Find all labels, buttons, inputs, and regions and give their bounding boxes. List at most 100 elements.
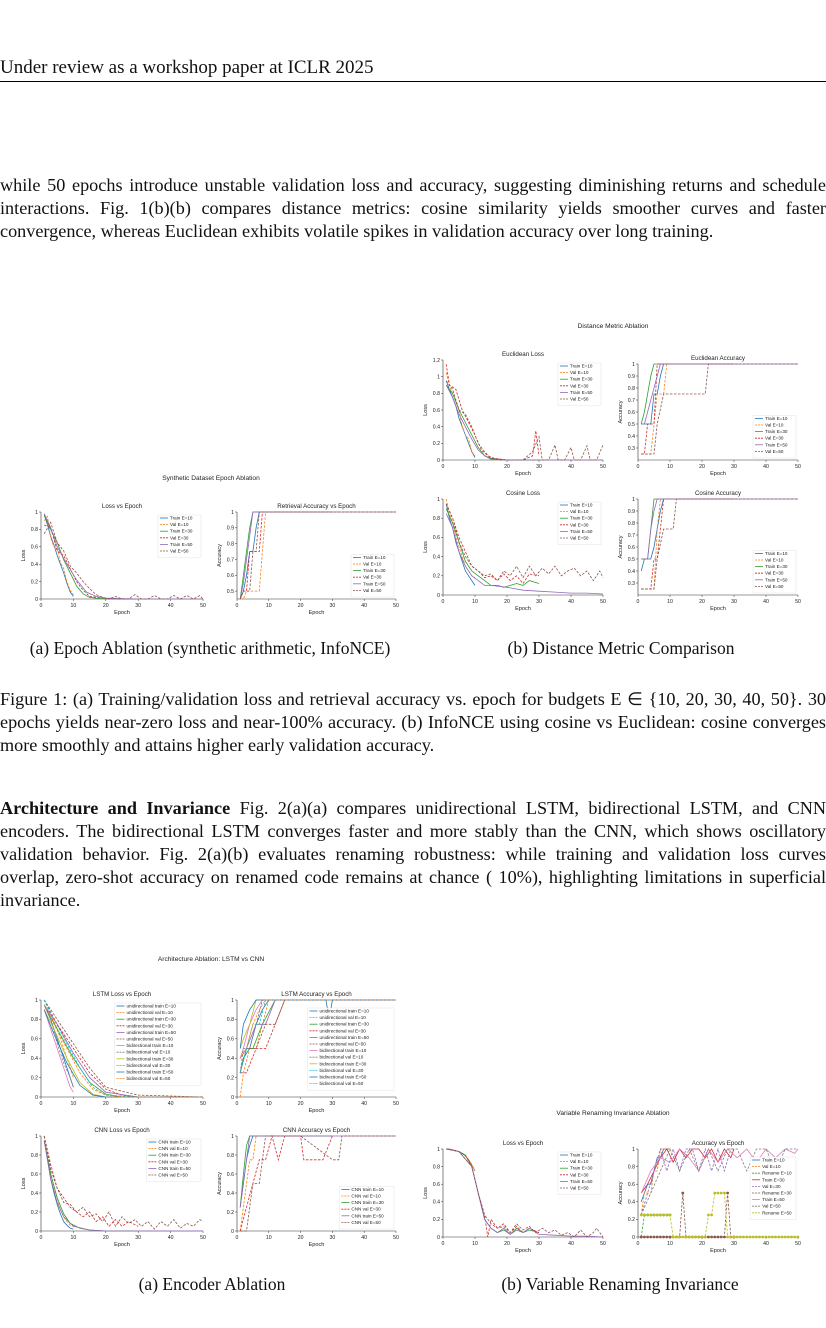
y-tick-label: 0.6: [628, 545, 635, 551]
series-line: [445, 384, 539, 461]
y-tick-label: 0.6: [628, 1182, 635, 1188]
x-axis-label: Epoch: [515, 606, 531, 612]
series-line: [640, 1147, 798, 1216]
x-tick-label: 50: [795, 599, 801, 605]
series-marker: [726, 1191, 729, 1195]
y-tick-label: 1: [231, 998, 234, 1004]
y-tick-label: 1: [231, 510, 234, 516]
series-marker: [719, 1191, 723, 1195]
y-tick-label: 0.2: [31, 1210, 38, 1216]
series-line: [43, 999, 139, 1098]
x-tick-label: 20: [504, 1241, 510, 1247]
series-marker: [764, 1235, 768, 1239]
y-tick-label: 0.8: [628, 386, 635, 392]
series-marker: [662, 1235, 665, 1239]
series-line: [239, 511, 269, 600]
legend-entry: Val E=50: [762, 1204, 781, 1209]
legend-entry: Val E=30: [765, 436, 784, 441]
series-marker: [652, 1235, 656, 1239]
figure1a-suptitle: Synthetic Dataset Epoch Ablation: [162, 475, 260, 482]
series-marker: [742, 1235, 745, 1239]
chart-title: Retrieval Accuracy vs Epoch: [277, 503, 356, 510]
x-tick-label: 20: [699, 1241, 705, 1247]
series-marker: [668, 1235, 672, 1239]
y-tick-label: 0.4: [31, 562, 38, 568]
legend-entry: Train E=30: [762, 1177, 785, 1182]
legend-entry: CNN val E=50: [351, 1220, 381, 1225]
x-tick-label: 20: [504, 599, 510, 605]
series-marker: [771, 1235, 774, 1239]
series-line: [239, 511, 333, 600]
series-line: [43, 514, 74, 597]
legend-box: [557, 1151, 602, 1195]
legend-box: [350, 554, 395, 598]
legend-entry: Rename E=50: [762, 1210, 792, 1215]
legend-entry: unidirectional train E=50: [127, 1030, 177, 1035]
series-marker: [643, 1235, 646, 1239]
series-marker: [662, 1213, 665, 1217]
y-tick-label: 0.4: [433, 424, 440, 430]
y-tick-label: 0.2: [628, 1217, 635, 1223]
architecture-paragraph: Architecture and Invariance Fig. 2(a)(a)…: [0, 797, 826, 912]
y-axis-label: Accuracy: [217, 1172, 223, 1195]
series-line: [641, 363, 798, 455]
chart-title: Euclidean Accuracy: [691, 355, 746, 362]
x-tick-label: 40: [361, 1235, 367, 1241]
y-tick-label: 0.8: [628, 521, 635, 527]
series-line: [640, 1148, 670, 1216]
legend-entry: CNN val E=50: [158, 1173, 188, 1178]
x-tick-label: 0: [442, 599, 445, 605]
y-tick-label: 0.8: [433, 391, 440, 397]
x-tick-label: 10: [71, 1101, 77, 1107]
chart-fig2b-loss: Loss vs Epoch 0 10 20 30 40 50 0 0.2 0.4 0.6 0.8 1 Ep…: [423, 1140, 606, 1254]
chart-fig1b-cos-acc: Cosine Accuracy 0 10 20 30 40 50 0.3 0.4 0.5 0.6 0.…: [618, 490, 801, 612]
y-tick-label: 0.6: [628, 410, 635, 416]
y-tick-label: 0: [437, 593, 440, 599]
legend-entry: Val E=10: [570, 1159, 589, 1164]
legend-box: [752, 550, 797, 594]
legend-entry: Train E=50: [765, 577, 788, 582]
y-tick-label: 0.4: [31, 1056, 38, 1062]
y-tick-label: 1: [632, 362, 635, 368]
series-marker: [668, 1213, 672, 1217]
series-line: [445, 384, 603, 461]
x-tick-label: 40: [361, 603, 367, 609]
y-tick-label: 0: [231, 1095, 234, 1101]
series-line: [240, 511, 269, 600]
legend-entry: bidirectional train E=50: [320, 1075, 367, 1080]
x-tick-label: 50: [600, 1241, 606, 1247]
series-marker: [748, 1235, 752, 1239]
x-tick-label: 40: [763, 599, 769, 605]
y-tick-label: 0.6: [31, 1037, 38, 1043]
y-tick-label: 0.6: [31, 1172, 38, 1178]
legend-entry: Train E=10: [363, 555, 386, 560]
chart-fig2a-cnn-acc: CNN Accuracy vs Epoch 0 10 20 30 40 50 0 0.2 0.4 0…: [217, 1127, 399, 1248]
y-axis-label: Accuracy: [618, 535, 624, 558]
x-tick-label: 10: [266, 603, 272, 609]
series-marker: [694, 1235, 697, 1239]
y-tick-label: 0.6: [31, 545, 38, 551]
x-axis-label: Epoch: [309, 1108, 325, 1114]
series-line: [43, 1135, 139, 1227]
series-line: [446, 1148, 604, 1238]
y-tick-label: 0.7: [628, 398, 635, 404]
y-tick-label: 0.9: [628, 374, 635, 380]
legend-entry: Val E=50: [765, 449, 784, 454]
series-marker: [787, 1235, 790, 1239]
legend-entry: bidirectional val E=30: [127, 1063, 171, 1068]
chart-title: Accuracy vs Epoch: [692, 1140, 745, 1147]
y-tick-label: 0.8: [227, 541, 234, 547]
figure2a-suptitle: Architecture Ablation: LSTM vs CNN: [158, 956, 265, 963]
x-tick-label: 50: [795, 1241, 801, 1247]
y-tick-label: 0.8: [628, 1164, 635, 1170]
series-marker: [684, 1235, 688, 1239]
legend-entry: CNN train E=10: [158, 1140, 191, 1145]
x-axis-label: Epoch: [309, 610, 325, 616]
x-tick-label: 30: [135, 603, 141, 609]
series-line: [641, 498, 798, 560]
series-line: [445, 364, 540, 461]
y-tick-label: 0.4: [628, 569, 635, 575]
series-marker: [745, 1235, 749, 1239]
y-tick-label: 0.4: [628, 434, 635, 440]
